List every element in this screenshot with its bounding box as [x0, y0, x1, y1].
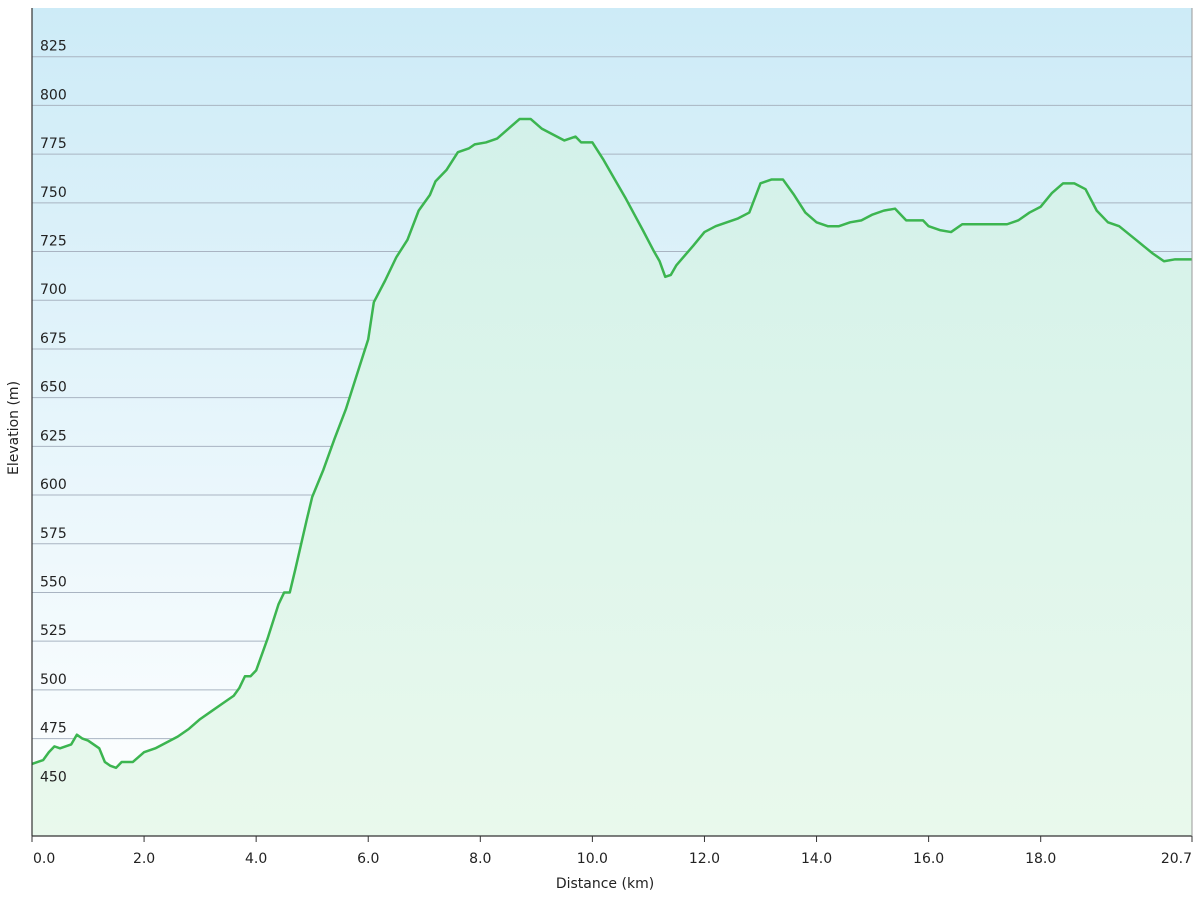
y-tick-label: 475 [40, 721, 67, 737]
x-tick-label: 0.0 [33, 851, 55, 867]
elevation-line [31, 117, 1192, 770]
y-tick-label: 450 [40, 769, 67, 785]
y-tick-label: 525 [40, 623, 67, 639]
x-tick-label: 8.0 [469, 851, 491, 867]
x-tick-label: 14.0 [801, 851, 832, 867]
y-tick-label: 650 [40, 380, 67, 396]
y-tick-label: 500 [40, 672, 67, 688]
x-tick-label: 18.0 [1025, 851, 1056, 867]
x-tick-label: 20.7 [1161, 851, 1192, 867]
y-tick-label: 825 [40, 39, 67, 55]
y-axis-label: Elevation (m) [6, 381, 22, 475]
y-tick-label: 750 [40, 185, 67, 201]
y-tick-label: 725 [40, 234, 67, 250]
x-tick-label: 12.0 [689, 851, 720, 867]
y-tick-label: 800 [40, 87, 67, 103]
area-fill [32, 119, 1192, 837]
y-tick-label: 600 [40, 477, 67, 493]
y-tick-label: 675 [40, 331, 67, 347]
x-tick-label: 4.0 [245, 851, 267, 867]
y-tick-label: 775 [40, 136, 67, 152]
x-tick-label: 6.0 [357, 851, 379, 867]
y-tick-label: 575 [40, 526, 67, 542]
x-tick-label: 2.0 [133, 851, 155, 867]
y-tick-label: 625 [40, 428, 67, 444]
x-axis-label: Distance (km) [556, 876, 654, 892]
x-tick-label: 10.0 [577, 851, 608, 867]
plot-area [31, 56, 1192, 837]
y-tick-label: 700 [40, 282, 67, 298]
y-tick-label: 550 [40, 574, 67, 590]
x-tick-label: 16.0 [913, 851, 944, 867]
